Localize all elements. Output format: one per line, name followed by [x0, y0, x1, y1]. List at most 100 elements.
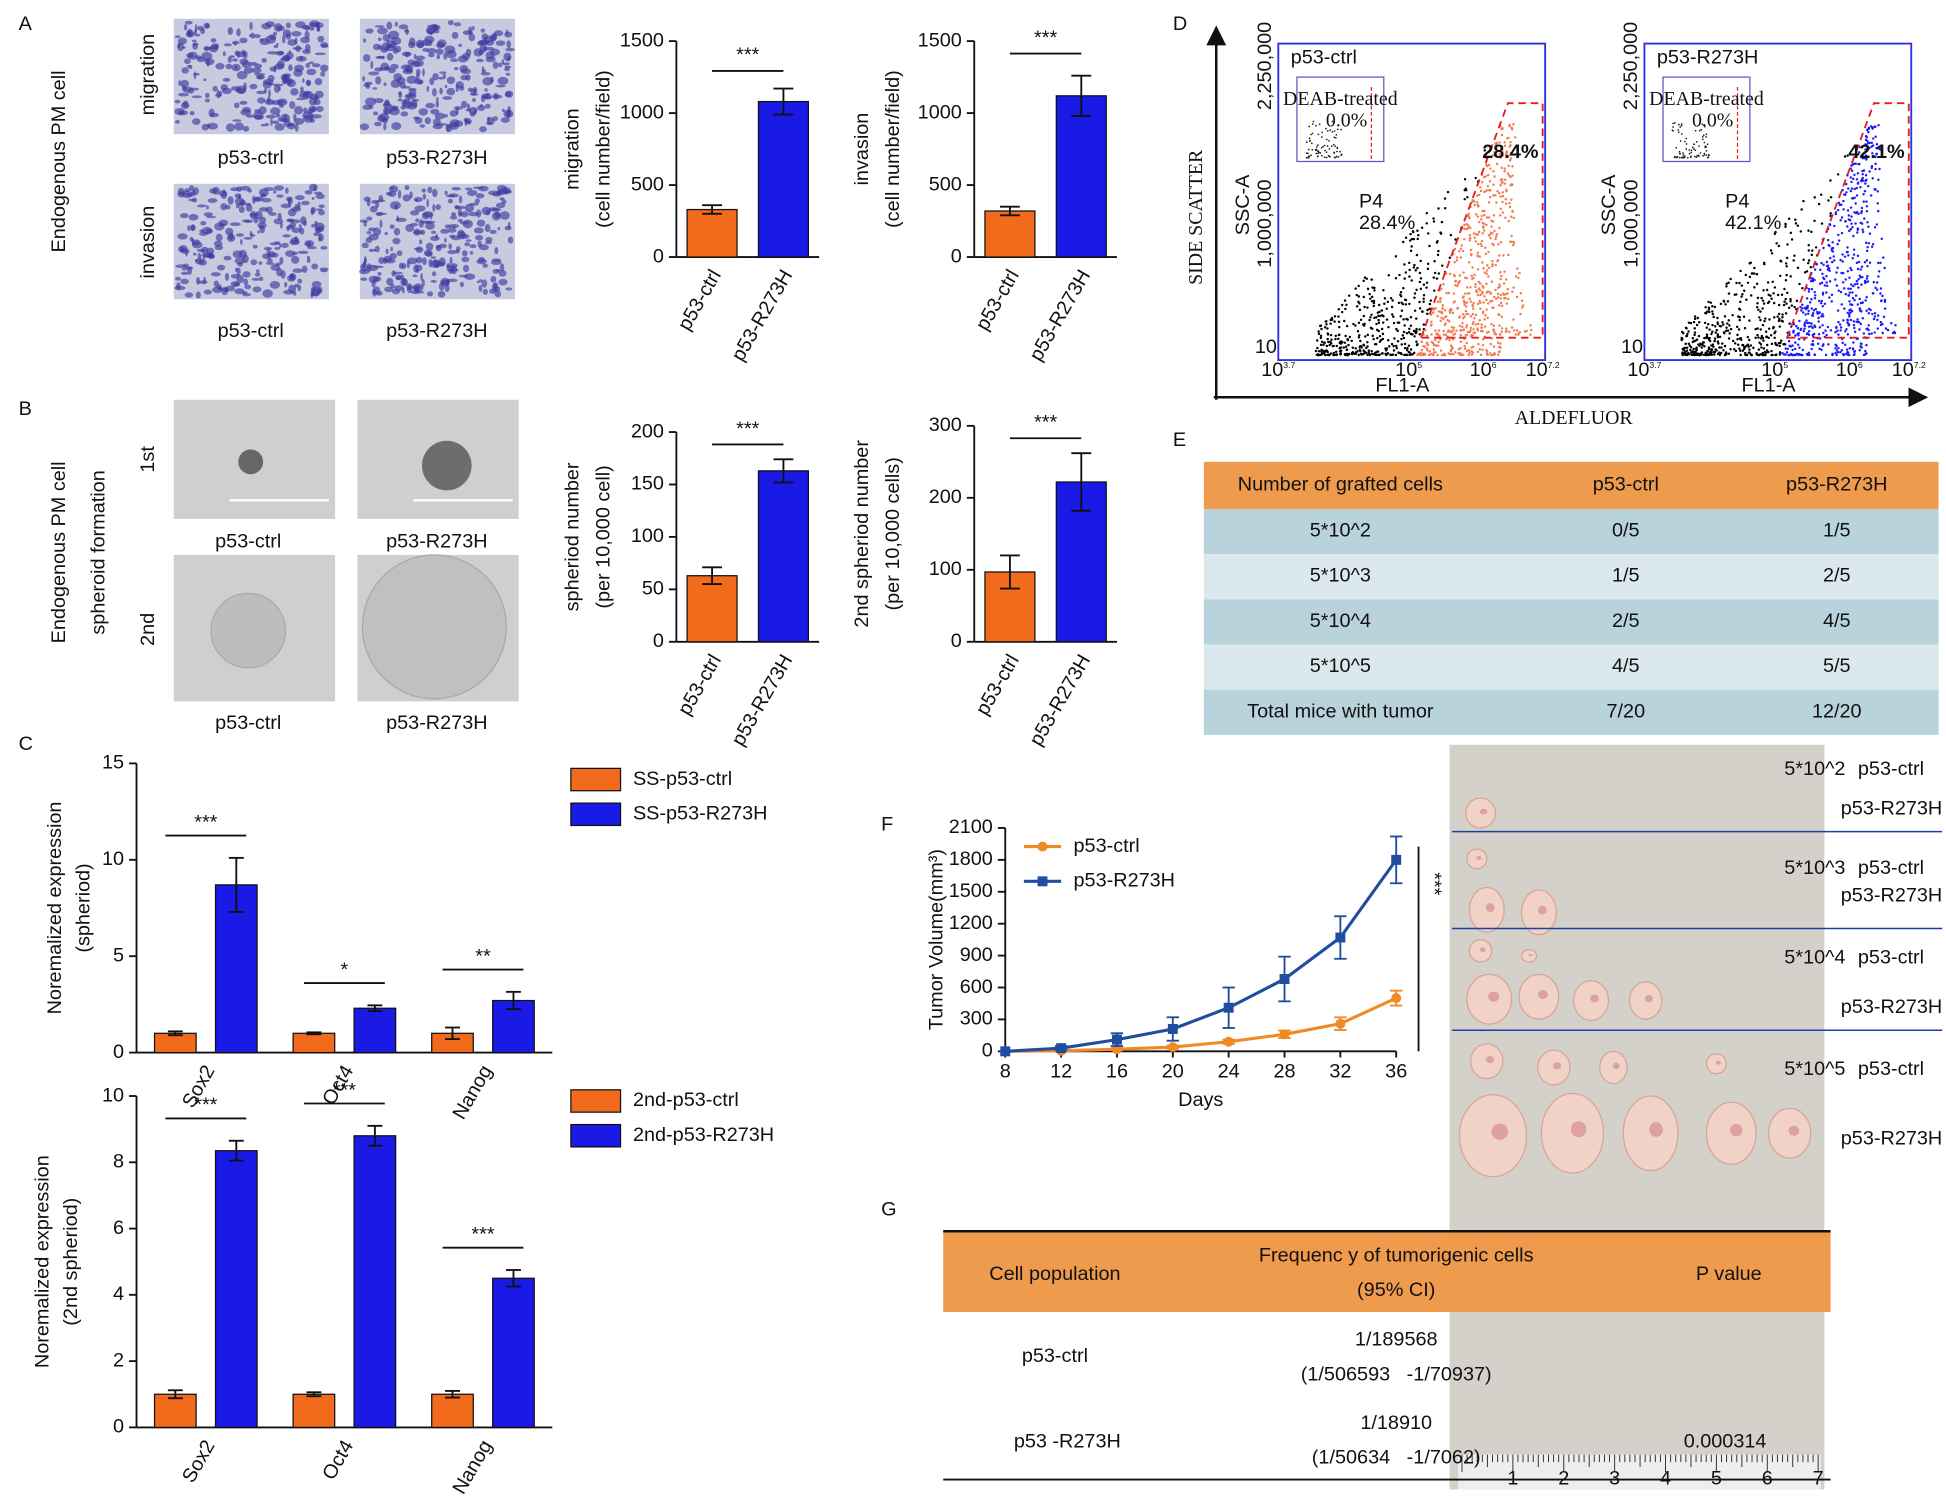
cell-stain: [406, 283, 412, 291]
event-dot: [1442, 353, 1446, 357]
event-dot: [1502, 282, 1506, 285]
event-dot: [1856, 182, 1860, 185]
event-dot: [1818, 311, 1821, 314]
cell-stain: [430, 280, 437, 283]
cell-stain: [281, 34, 286, 44]
cell-stain: [385, 192, 393, 196]
event-dot: [1768, 318, 1771, 321]
event-dot: [1820, 299, 1824, 303]
event-dot: [1378, 340, 1382, 343]
event-dot: [1460, 244, 1463, 247]
event-dot: [1468, 297, 1471, 301]
cell-stain: [193, 72, 200, 76]
event-dot: [1504, 327, 1508, 331]
event-dot: [1480, 244, 1483, 248]
event-dot: [1487, 201, 1491, 204]
event-dot: [1748, 275, 1752, 279]
cell-stain: [274, 241, 281, 244]
event-dot: [1852, 320, 1856, 323]
cell-stain: [432, 188, 438, 198]
event-dot: [1453, 260, 1456, 264]
cell-stain: [489, 229, 497, 235]
event-dot: [1497, 304, 1501, 307]
event-dot: [1458, 324, 1462, 328]
event-dot: [1735, 281, 1738, 285]
event-dot: [1804, 313, 1807, 316]
event-dot: [1807, 325, 1811, 329]
cell-stain: [385, 248, 389, 255]
cell-stain: [308, 183, 318, 192]
y-tick-label: 50: [642, 578, 664, 600]
event-dot: [1450, 330, 1454, 333]
event-dot: [1465, 312, 1468, 316]
event-dot: [1862, 200, 1866, 203]
significance-label: *: [341, 959, 349, 981]
event-dot: [1464, 276, 1467, 280]
event-dot: [1482, 267, 1485, 270]
inset-label: DEAB-treated: [1649, 88, 1764, 110]
event-dot: [1457, 348, 1461, 351]
event-dot: [1474, 323, 1477, 326]
event-dot: [1820, 261, 1823, 265]
tumor-spot: [1485, 903, 1495, 913]
event-dot: [1854, 294, 1858, 297]
event-dot: [1395, 346, 1398, 350]
event-dot: [1507, 136, 1510, 140]
cell-stain: [389, 201, 401, 210]
cell-stain: [313, 191, 323, 195]
tick-base: 10: [1761, 359, 1783, 381]
cell-stain: [362, 38, 367, 43]
cell-stain: [363, 83, 370, 88]
event-dot: [1437, 340, 1440, 344]
event-dot: [1442, 329, 1445, 333]
event-dot: [1511, 174, 1514, 177]
cell-stain: [294, 123, 299, 132]
event-dot: [1825, 333, 1828, 337]
event-dot: [1826, 264, 1830, 267]
event-dot: [1370, 313, 1373, 317]
event-dot: [1861, 301, 1865, 304]
cell-stain: [476, 104, 486, 112]
event-dot: [1499, 297, 1503, 300]
event-dot: [1430, 323, 1433, 327]
event-dot: [1518, 271, 1521, 275]
event-dot: [1401, 334, 1405, 337]
tick-base: 10: [1395, 359, 1417, 381]
table-header-cell: Cell population: [989, 1263, 1120, 1285]
event-dot: [1418, 280, 1422, 284]
event-dot: [1425, 334, 1429, 338]
cell-stain: [266, 248, 271, 256]
y-axis-label: (2nd spheriod): [60, 1198, 82, 1326]
event-dot: [1847, 323, 1851, 327]
event-dot: [1873, 315, 1877, 318]
event-dot: [1498, 333, 1502, 336]
event-dot: [1849, 227, 1853, 231]
event-dot: [1758, 316, 1761, 319]
cell-stain: [178, 246, 185, 253]
event-dot: [1872, 137, 1875, 140]
event-dot: [1711, 330, 1714, 333]
cell-stain: [239, 58, 249, 65]
event-dot: [1849, 318, 1853, 322]
event-dot: [1736, 333, 1739, 337]
cell-stain: [373, 111, 379, 116]
event-dot: [1366, 287, 1370, 291]
event-dot: [1493, 295, 1496, 299]
event-dot: [1823, 302, 1827, 306]
event-dot: [1419, 287, 1423, 291]
event-dot: [1714, 331, 1717, 334]
event-dot: [1863, 217, 1866, 220]
event-dot: [1756, 327, 1759, 330]
cell-stain: [446, 87, 456, 96]
cell-stain: [450, 265, 458, 275]
event-dot: [1452, 273, 1456, 277]
event-dot: [1344, 334, 1347, 338]
event-dot: [1725, 353, 1728, 356]
event-dot: [1703, 154, 1706, 156]
event-dot: [1483, 209, 1486, 213]
event-dot: [1703, 141, 1706, 144]
cell-stain: [486, 116, 491, 122]
cell-stain: [274, 123, 285, 131]
event-dot: [1693, 331, 1697, 334]
event-dot: [1672, 122, 1675, 125]
